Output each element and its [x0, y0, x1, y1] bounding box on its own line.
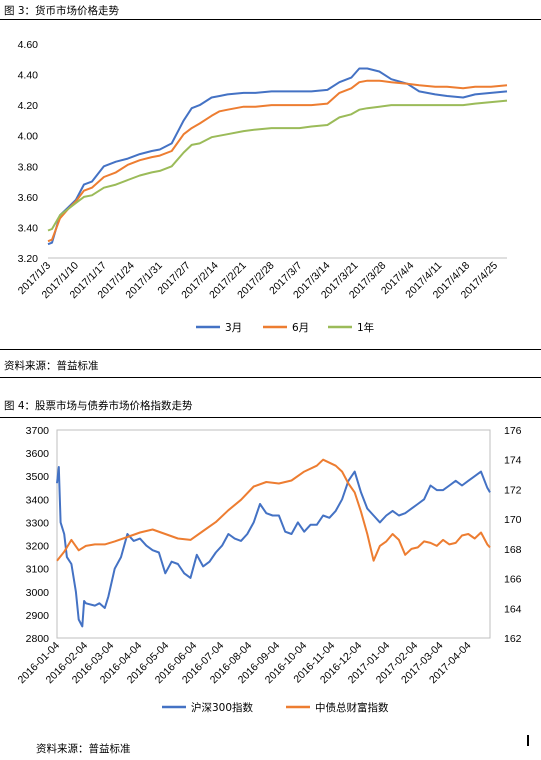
- y-tick-label: 3.40: [18, 222, 39, 234]
- legend-label-1: 6月: [292, 322, 309, 334]
- figure1-top-rule: [0, 19, 541, 20]
- left-y-tick-label: 2900: [26, 610, 50, 622]
- y-tick-label: 3.60: [18, 192, 39, 204]
- figure2-top-rule: [0, 417, 541, 418]
- left-y-tick-label: 3700: [26, 425, 50, 437]
- legend-label-2: 1年: [357, 321, 374, 334]
- figure1-bottom-rule: [0, 349, 541, 350]
- left-y-tick-label: 3600: [26, 448, 50, 460]
- stock-bond-index-chart: 2800 2900 3000 3100 3200 3300 3400 3500 3600 3700…: [16, 425, 522, 714]
- left-y-tick-label: 3500: [26, 471, 50, 483]
- left-y-tick-label: 3000: [26, 587, 50, 599]
- y-tick-label: 4.40: [18, 70, 39, 82]
- series-line-0: [56, 466, 491, 628]
- money-market-chart: 3.203.403.603.804.004.204.404.602017/1/3…: [16, 39, 508, 334]
- y-tick-label: 3.20: [18, 253, 39, 265]
- legend-label-1: 中债总财富指数: [315, 701, 389, 714]
- legend-label-0: 沪深300指数: [191, 701, 254, 714]
- left-y-tick-label: 3100: [26, 564, 50, 576]
- right-y-tick-label: 162: [504, 633, 522, 645]
- right-y-tick-label: 174: [504, 455, 522, 467]
- right-y-tick-label: 176: [504, 425, 522, 437]
- left-y-tick-label: 3400: [26, 494, 50, 506]
- right-y-tick-label: 168: [504, 544, 522, 556]
- figure1-title: 图 3：货币市场价格走势: [4, 5, 120, 17]
- right-y-tick-label: 170: [504, 514, 522, 526]
- figure1-source: 资料来源：普益标准: [4, 360, 99, 372]
- right-y-tick-label: 166: [504, 574, 522, 586]
- y-tick-label: 4.60: [18, 39, 39, 51]
- series-line-2: [47, 99, 508, 232]
- left-y-tick-label: 3300: [26, 517, 50, 529]
- text-cursor-mark: [527, 735, 529, 746]
- y-tick-label: 3.80: [18, 161, 39, 173]
- plot-area-border: [56, 429, 491, 639]
- series-line-0: [47, 67, 508, 246]
- left-y-tick-label: 3200: [26, 541, 50, 553]
- right-y-tick-label: 164: [504, 603, 522, 615]
- left-y-tick-label: 2800: [26, 633, 50, 645]
- figure1-source-rule: [0, 377, 541, 378]
- y-tick-label: 4.00: [18, 131, 39, 143]
- right-y-tick-label: 172: [504, 484, 522, 496]
- figure2-title: 图 4：股票市场与债券市场价格指数走势: [4, 400, 193, 412]
- legend-label-0: 3月: [225, 322, 242, 334]
- y-tick-label: 4.20: [18, 100, 39, 112]
- series-line-1: [56, 458, 491, 562]
- figure2-source: 资料来源：普益标准: [36, 743, 131, 755]
- series-line-1: [47, 79, 508, 243]
